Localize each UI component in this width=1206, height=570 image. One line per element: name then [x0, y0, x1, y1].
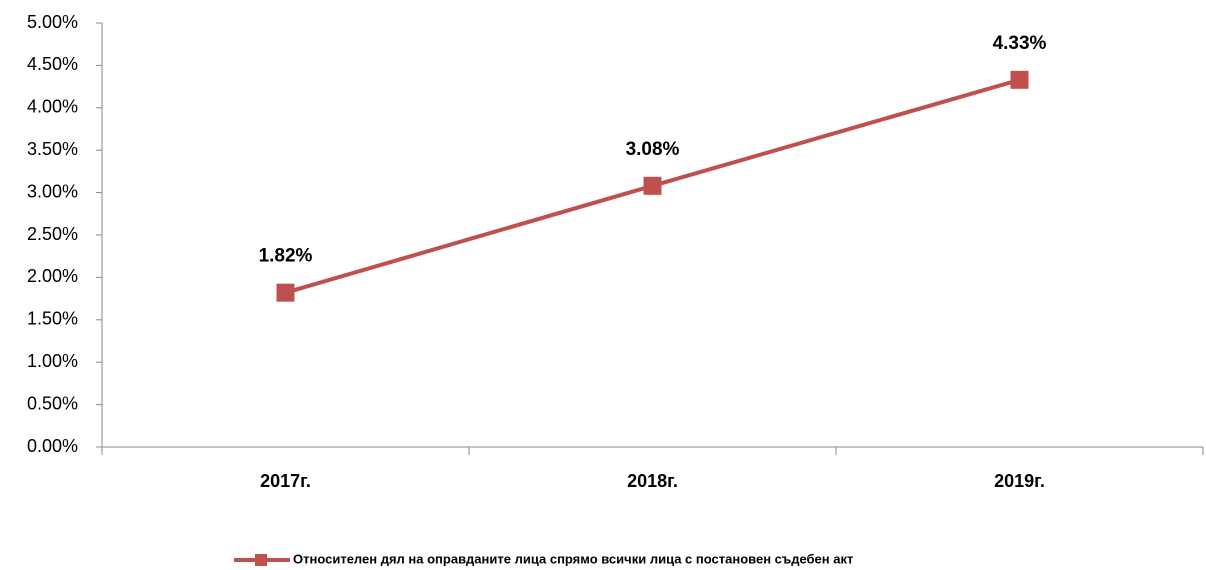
y-tick-label: 1.00% — [27, 351, 78, 371]
y-tick-label: 3.50% — [27, 139, 78, 159]
data-label: 1.82% — [259, 246, 313, 267]
y-tick-label: 4.50% — [27, 54, 78, 74]
x-tick-label: 2017г. — [260, 471, 311, 491]
y-tick-label: 5.00% — [27, 12, 78, 32]
y-tick-label: 2.50% — [27, 224, 78, 244]
marker — [643, 176, 662, 195]
data-label: 4.33% — [993, 33, 1047, 54]
y-tick-label: 1.50% — [27, 309, 78, 329]
legend-marker — [255, 554, 267, 566]
y-tick-label: 3.00% — [27, 181, 78, 201]
marker — [276, 283, 295, 302]
marker — [1010, 70, 1029, 89]
y-tick-label: 0.00% — [27, 436, 78, 456]
data-label: 3.08% — [626, 139, 680, 160]
y-tick-label: 2.00% — [27, 266, 78, 286]
x-tick-label: 2019г. — [994, 471, 1045, 491]
x-tick-label: 2018г. — [627, 471, 678, 491]
y-tick-label: 0.50% — [27, 393, 78, 413]
legend-label: Относителен дял на оправданите лица спря… — [293, 551, 853, 566]
y-tick-label: 4.00% — [27, 97, 78, 117]
